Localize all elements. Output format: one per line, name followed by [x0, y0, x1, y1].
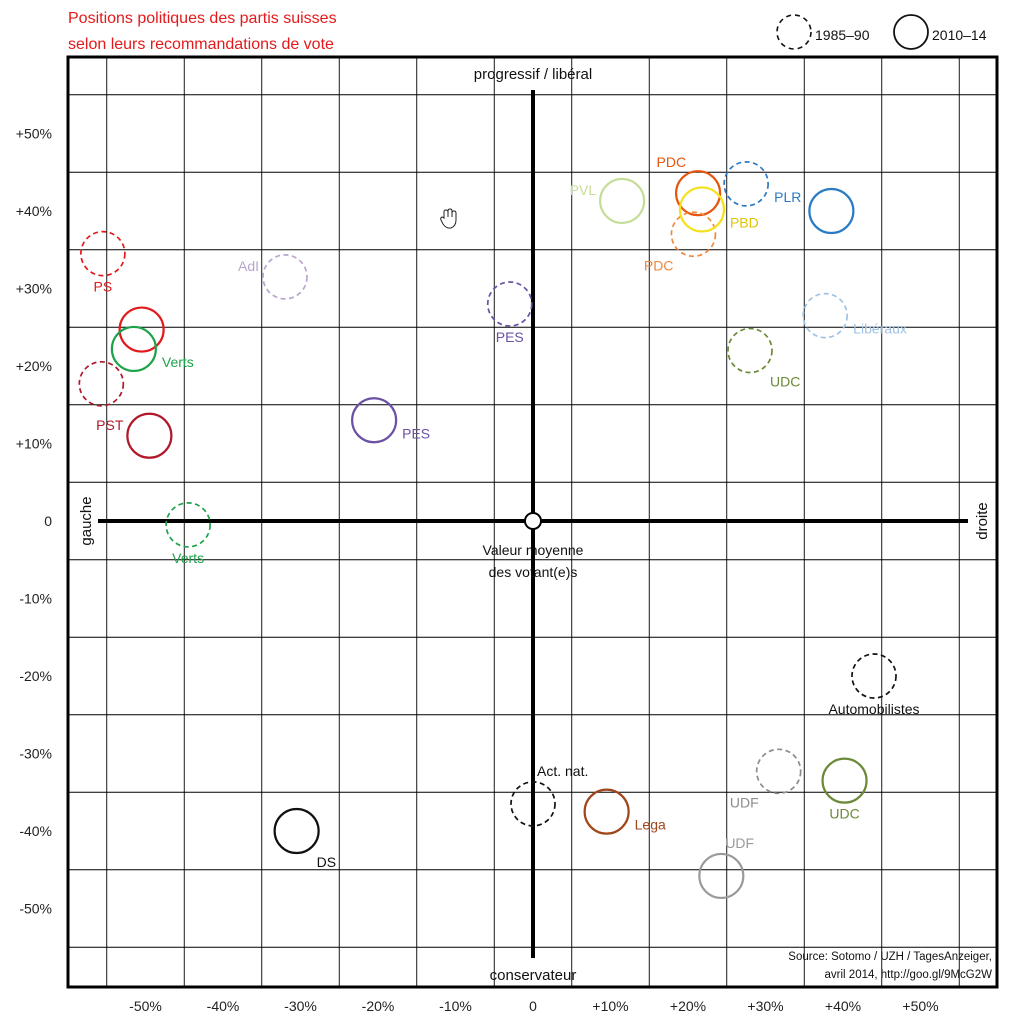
- x-tick-label: -50%: [129, 998, 162, 1014]
- party-label: UDC: [829, 806, 859, 822]
- source-line-2: avril 2014, http://goo.gl/9McG2W: [825, 969, 993, 981]
- chart-title: Positions politiques des partis suisses …: [68, 10, 337, 53]
- y-tick-label: -20%: [19, 668, 52, 684]
- party-circle: [486, 281, 533, 327]
- y-tick-label: -50%: [19, 901, 52, 917]
- party-label: PST: [96, 417, 124, 433]
- party-label: Lega: [635, 817, 666, 833]
- hand-cursor-icon: [440, 208, 457, 229]
- party-circle: [670, 211, 717, 258]
- x-tick-label: +10%: [592, 998, 628, 1014]
- y-tick-label: -10%: [19, 591, 52, 607]
- center-label-line-2: des votant(e)s: [489, 564, 578, 580]
- axis-label-top: progressif / libéral: [474, 66, 592, 83]
- party-label: Verts: [162, 354, 194, 370]
- y-tick-label: +50%: [16, 126, 52, 142]
- legend-label-solid: 2010–14: [932, 27, 987, 43]
- x-tick-label: +20%: [670, 998, 706, 1014]
- axis-labels: progressif / libéral conservateur gauche…: [78, 66, 991, 984]
- party-circle: [674, 170, 722, 217]
- party-circle: [755, 748, 802, 795]
- x-tick-label: -40%: [207, 998, 240, 1014]
- party-circle: [78, 360, 125, 407]
- party-label: DS: [317, 854, 336, 870]
- x-tick-label: -30%: [284, 998, 317, 1014]
- center-marker: [524, 512, 542, 530]
- party-circle: [727, 327, 773, 374]
- party-label: PLR: [774, 189, 801, 205]
- y-tick-label: +20%: [16, 358, 52, 374]
- legend-dashed-circle: [776, 14, 812, 50]
- party-circle: [599, 177, 646, 225]
- party-label: PVL: [570, 182, 597, 198]
- party-label: Libéraux: [853, 321, 907, 337]
- x-tick-label: +40%: [825, 998, 861, 1014]
- party-circle: [110, 325, 157, 373]
- x-tick-label: -20%: [362, 998, 395, 1014]
- axis-label-left: gauche: [78, 496, 95, 545]
- x-tick-label: -10%: [439, 998, 472, 1014]
- legend-label-dashed: 1985–90: [815, 27, 870, 43]
- party-label: Verts: [172, 550, 204, 566]
- party-circle: [583, 788, 630, 835]
- party-circle: [351, 397, 398, 444]
- party-label: PDC: [657, 154, 687, 170]
- y-tick-label: 0: [44, 513, 52, 529]
- party-label: UDC: [770, 374, 800, 390]
- party-label: Act. nat.: [537, 763, 588, 779]
- party-label: PES: [402, 425, 430, 441]
- y-tick-label: +10%: [16, 436, 52, 452]
- party-label: PES: [496, 329, 524, 345]
- legend: 1985–90 2010–14: [776, 14, 987, 50]
- center-label-line-1: Valeur moyenne: [483, 542, 584, 558]
- party-circle: [698, 852, 745, 900]
- party-circle: [80, 230, 126, 277]
- party-circle: [821, 757, 868, 804]
- source-note: Source: Sotomo / UZH / TagesAnzeiger, av…: [788, 951, 992, 981]
- party-circle: [262, 254, 308, 300]
- party-circle: [165, 502, 211, 548]
- party-label: PS: [94, 279, 113, 295]
- party-label: AdI: [238, 258, 259, 274]
- tick-labels: -50% -40% -30% -20% -10% 0 +10% +20% +30% +40% +50…: [16, 126, 939, 1015]
- y-tick-label: +30%: [16, 281, 52, 297]
- party-label: UDF: [730, 794, 759, 810]
- chart-title-line-1: Positions politiques des partis suisses: [68, 10, 337, 27]
- y-tick-label: +40%: [16, 203, 52, 219]
- party-label: Automobilistes: [828, 701, 919, 717]
- x-tick-label: 0: [529, 998, 537, 1014]
- party-circle: [678, 186, 726, 233]
- party-points: PS Verts PST Verts AdI PES PES PVL PDC PDC PBD PLR L…: [78, 154, 920, 900]
- y-tick-label: -30%: [19, 746, 52, 762]
- legend-solid-circle: [893, 14, 929, 50]
- party-circle: [273, 807, 320, 855]
- party-circle: [126, 412, 173, 459]
- plot-border: [66, 55, 999, 989]
- party-circle: [723, 161, 769, 207]
- party-circle: [118, 306, 165, 353]
- party-circle: [510, 781, 556, 827]
- chart-title-line-2: selon leurs recommandations de vote: [68, 36, 334, 53]
- axis-label-right: droite: [974, 502, 991, 540]
- axis-label-bottom: conservateur: [490, 967, 577, 984]
- party-circle: [802, 292, 849, 339]
- party-circle: [808, 187, 855, 235]
- x-tick-label: +30%: [747, 998, 783, 1014]
- party-circle: [851, 653, 897, 699]
- source-line-1: Source: Sotomo / UZH / TagesAnzeiger,: [788, 951, 992, 963]
- y-tick-label: -40%: [19, 823, 52, 839]
- party-label: PBD: [730, 214, 759, 230]
- plot-frame: [66, 55, 999, 989]
- party-label: UDF: [725, 835, 754, 851]
- x-tick-label: +50%: [902, 998, 938, 1014]
- party-label: PDC: [644, 257, 674, 273]
